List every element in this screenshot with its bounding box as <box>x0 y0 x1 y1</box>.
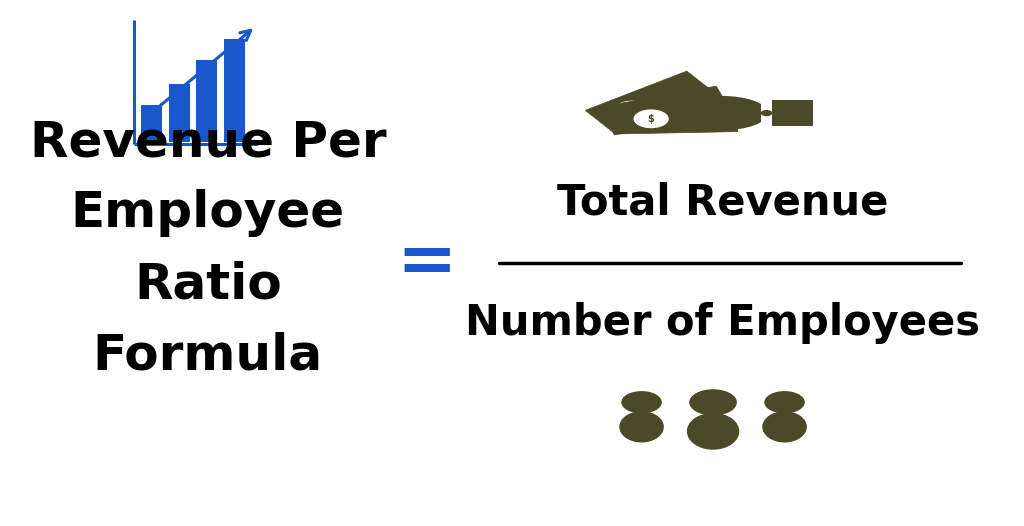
Polygon shape <box>586 71 717 134</box>
Text: Ratio: Ratio <box>134 260 282 308</box>
Text: $: $ <box>628 105 635 115</box>
Ellipse shape <box>677 96 768 130</box>
Text: Total Revenue: Total Revenue <box>557 181 888 224</box>
Text: Formula: Formula <box>93 331 323 379</box>
Circle shape <box>764 391 805 413</box>
Circle shape <box>689 389 737 416</box>
Bar <box>197 60 217 142</box>
Ellipse shape <box>687 413 739 450</box>
Text: =: = <box>397 228 458 298</box>
Ellipse shape <box>620 411 664 442</box>
Circle shape <box>761 110 772 116</box>
Bar <box>141 105 162 142</box>
Bar <box>224 39 245 142</box>
Circle shape <box>625 104 662 125</box>
Text: $: $ <box>639 109 646 119</box>
Circle shape <box>622 391 662 413</box>
Text: Number of Employees: Number of Employees <box>465 302 980 345</box>
Circle shape <box>613 100 650 120</box>
Circle shape <box>633 109 670 129</box>
Text: Revenue Per: Revenue Per <box>30 118 386 166</box>
Text: $: $ <box>648 114 654 124</box>
Bar <box>761 100 813 126</box>
Polygon shape <box>598 86 732 135</box>
Text: Employee: Employee <box>71 189 345 237</box>
Bar <box>169 84 189 142</box>
Ellipse shape <box>762 411 807 442</box>
Polygon shape <box>612 103 737 134</box>
Bar <box>761 100 772 126</box>
